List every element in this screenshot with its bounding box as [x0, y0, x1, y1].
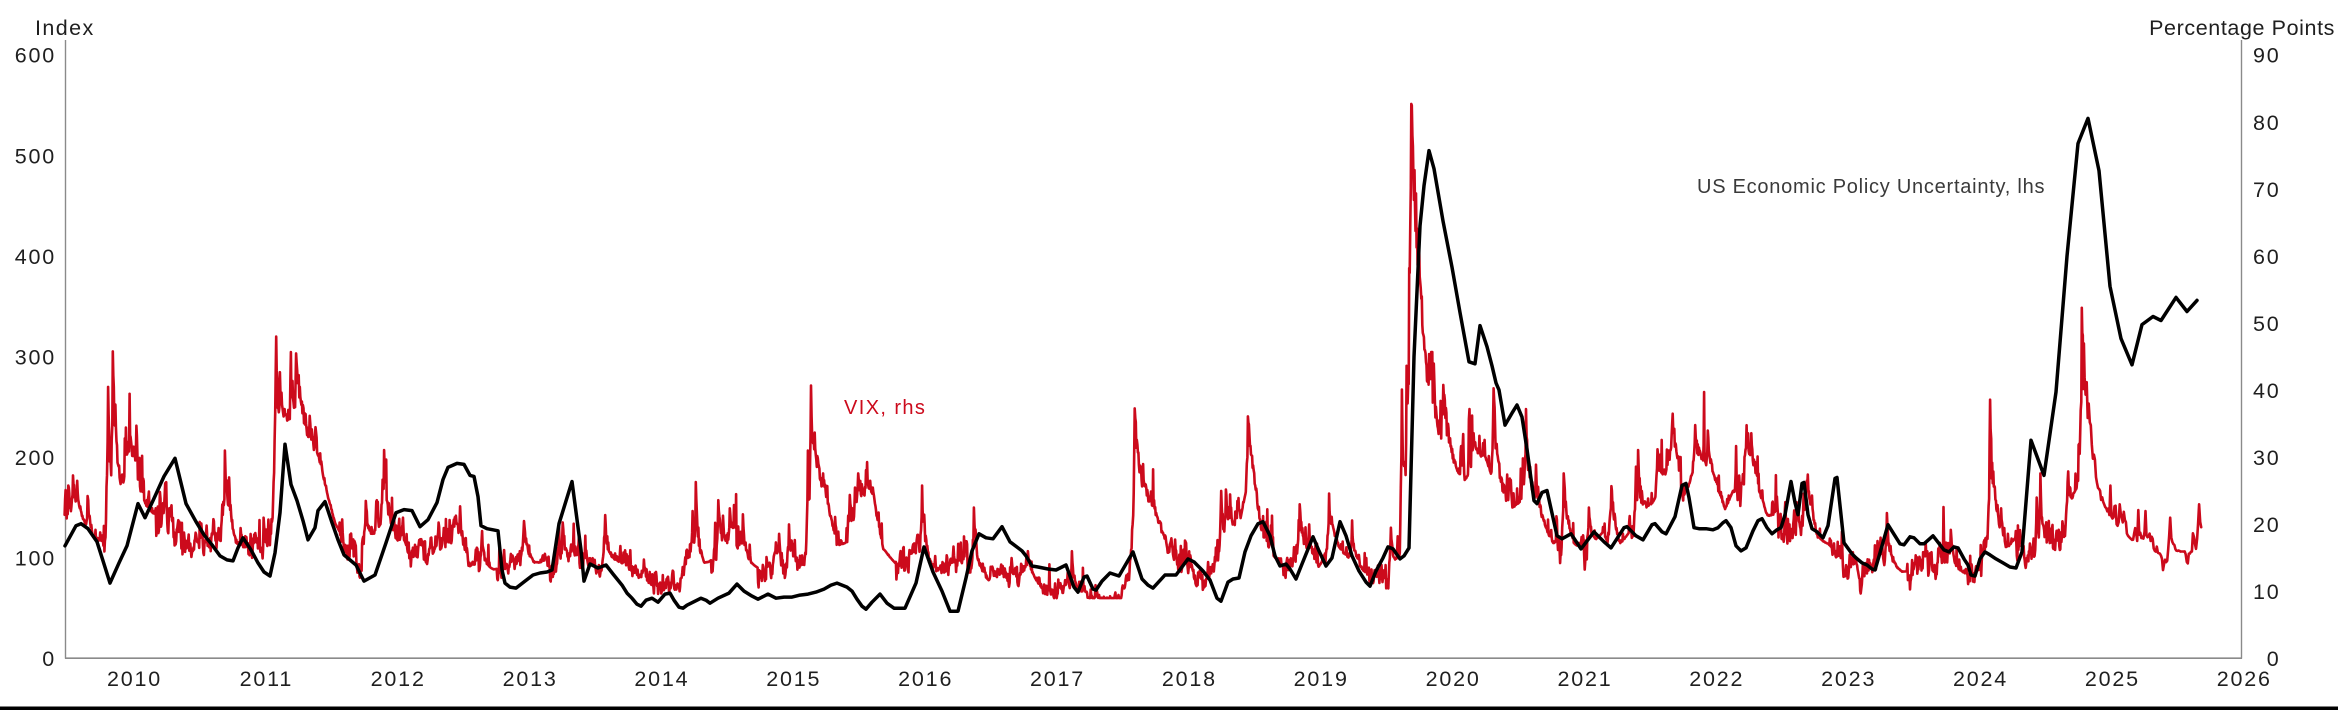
svg-text:200: 200 [15, 446, 56, 470]
svg-text:2010: 2010 [107, 667, 162, 691]
svg-text:2025: 2025 [2085, 667, 2140, 691]
svg-text:US Economic Policy Uncertainty: US Economic Policy Uncertainty, lhs [1697, 176, 2045, 198]
svg-text:2024: 2024 [1953, 667, 2008, 691]
svg-text:2023: 2023 [1821, 667, 1876, 691]
svg-text:2020: 2020 [1426, 667, 1481, 691]
svg-text:90: 90 [2253, 44, 2281, 68]
svg-text:2014: 2014 [634, 667, 689, 691]
svg-text:80: 80 [2253, 111, 2281, 135]
svg-text:30: 30 [2253, 446, 2281, 470]
svg-text:2026: 2026 [2217, 667, 2272, 691]
svg-text:40: 40 [2253, 379, 2281, 403]
svg-text:2012: 2012 [371, 667, 426, 691]
svg-text:2017: 2017 [1030, 667, 1085, 691]
svg-text:Index: Index [35, 16, 95, 40]
svg-text:2011: 2011 [240, 667, 293, 691]
svg-text:2021: 2021 [1557, 667, 1612, 691]
svg-text:300: 300 [15, 346, 56, 370]
svg-text:2018: 2018 [1162, 667, 1217, 691]
svg-text:0: 0 [2267, 647, 2281, 671]
svg-text:2019: 2019 [1294, 667, 1349, 691]
svg-text:Percentage Points: Percentage Points [2149, 16, 2335, 40]
svg-text:VIX, rhs: VIX, rhs [844, 397, 926, 419]
svg-text:100: 100 [15, 547, 56, 571]
svg-text:2022: 2022 [1689, 667, 1744, 691]
svg-text:20: 20 [2253, 513, 2281, 537]
svg-text:50: 50 [2253, 312, 2281, 336]
svg-text:400: 400 [15, 245, 56, 269]
svg-text:2015: 2015 [766, 667, 821, 691]
svg-text:2016: 2016 [898, 667, 953, 691]
svg-text:10: 10 [2253, 580, 2281, 604]
svg-text:60: 60 [2253, 245, 2281, 269]
svg-text:600: 600 [15, 44, 56, 68]
svg-text:500: 500 [15, 144, 56, 168]
svg-text:2013: 2013 [503, 667, 558, 691]
svg-text:0: 0 [42, 647, 56, 671]
svg-text:70: 70 [2253, 178, 2281, 202]
